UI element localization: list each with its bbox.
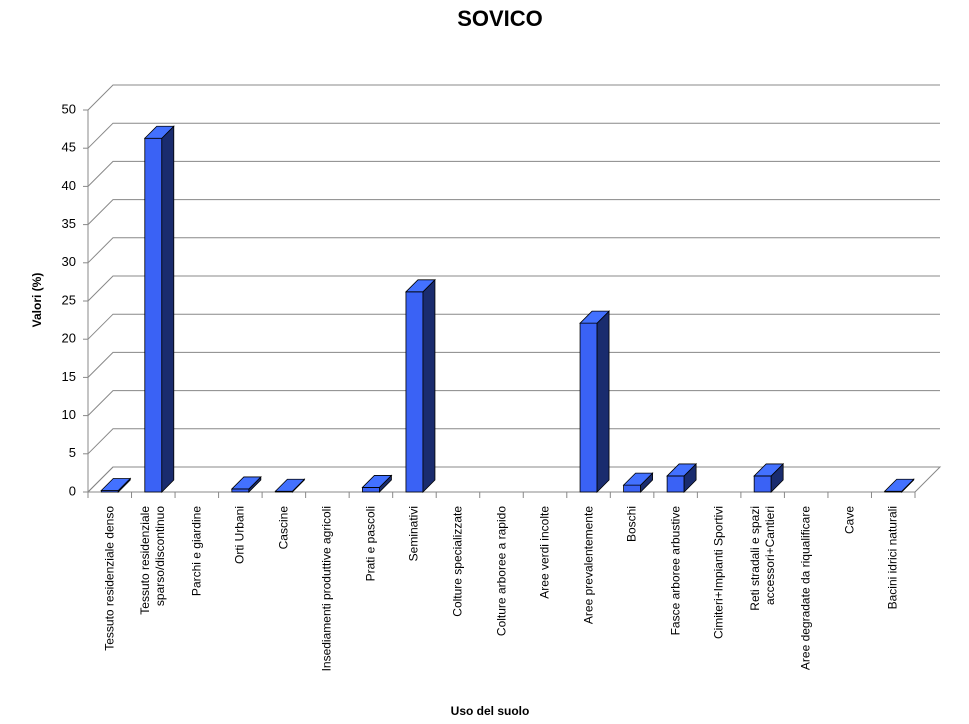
bar-front xyxy=(753,475,772,493)
bar-top xyxy=(666,463,698,477)
x-tick-label: Cascine xyxy=(276,506,291,550)
y-tick-label: 45 xyxy=(62,140,76,155)
bar-side xyxy=(422,278,436,493)
grid-line xyxy=(87,313,940,340)
x-tick-label: Colture arboree a rapido xyxy=(494,506,508,637)
grid-line xyxy=(87,122,940,149)
x-tick-label: Colture specializzate xyxy=(450,506,465,617)
chart-title: SOVICO xyxy=(457,6,543,31)
y-tick-label: 50 xyxy=(62,101,76,116)
y-tick-label: 10 xyxy=(62,407,76,422)
x-tick-label: Prati e pascoli xyxy=(363,506,378,582)
x-tick-label: Boschi xyxy=(624,506,639,543)
grid-line xyxy=(87,275,940,302)
grid-line xyxy=(87,84,940,111)
x-tick-label: Aree prevalentemente xyxy=(581,506,596,625)
y-tick-label: 35 xyxy=(62,216,76,231)
grid-line xyxy=(87,199,940,225)
bar-top xyxy=(883,478,915,492)
bar-front xyxy=(231,488,250,493)
y-axis-label: Valori (%) xyxy=(30,273,44,328)
y-tick-label: 0 xyxy=(69,483,76,498)
grid-line xyxy=(87,390,940,416)
bar-top xyxy=(274,478,306,492)
x-tick-label: Cave xyxy=(842,506,857,535)
x-axis-label: Uso del suolo xyxy=(451,704,530,718)
bar-front xyxy=(666,475,685,493)
y-tick-label: 15 xyxy=(62,369,76,384)
grid-line xyxy=(87,351,940,378)
x-tick-label: Parchi e giardine xyxy=(189,506,204,597)
bar-top xyxy=(579,310,611,324)
x-tick-label: Tessuto residenziale denso xyxy=(102,506,117,651)
bar-front xyxy=(623,484,641,493)
grid-line xyxy=(87,428,940,455)
y-tick-label: 25 xyxy=(62,292,76,307)
x-tick-label: Seminativi xyxy=(406,506,421,562)
x-tick-label: Insediamenti produttive agricoli xyxy=(319,506,334,672)
x-tick-label: Tessuto residenziale sparso/discontinuo xyxy=(138,506,168,615)
y-tick-label: 40 xyxy=(62,178,76,193)
bar-top xyxy=(753,463,785,477)
x-tick-label: Bacini idrici naturali xyxy=(885,506,900,610)
bar-side xyxy=(161,125,175,493)
bar-top xyxy=(230,476,262,490)
x-tick-label: Aree degradate da riqualificare xyxy=(798,506,813,671)
floor xyxy=(87,466,942,493)
bar-top xyxy=(361,475,393,488)
bar-top xyxy=(143,125,175,139)
bar-top xyxy=(622,472,654,486)
grid-line xyxy=(87,237,940,264)
bar-front xyxy=(405,291,424,493)
y-tick-label: 5 xyxy=(69,445,76,460)
x-tick-label: Aree verdi incolte xyxy=(537,506,552,599)
x-tick-label: Cimiteri+Impianti Sportivi xyxy=(711,506,726,640)
bar-top xyxy=(404,279,436,293)
grid-line xyxy=(87,160,940,187)
bar-front xyxy=(579,322,598,493)
x-tick-label: Orti Urbani xyxy=(232,506,247,565)
bar-front xyxy=(144,137,163,493)
grid-line xyxy=(87,466,940,493)
y-tick-label: 30 xyxy=(62,254,76,269)
x-tick-label: Reti stradali e spazi accessori+Cantieri xyxy=(747,506,777,611)
bar-top xyxy=(100,478,132,491)
x-tick-label: Fasce arboree arbustive xyxy=(668,506,683,636)
y-tick-label: 20 xyxy=(62,331,76,346)
bar-side xyxy=(596,310,610,493)
bar-front xyxy=(362,487,380,493)
